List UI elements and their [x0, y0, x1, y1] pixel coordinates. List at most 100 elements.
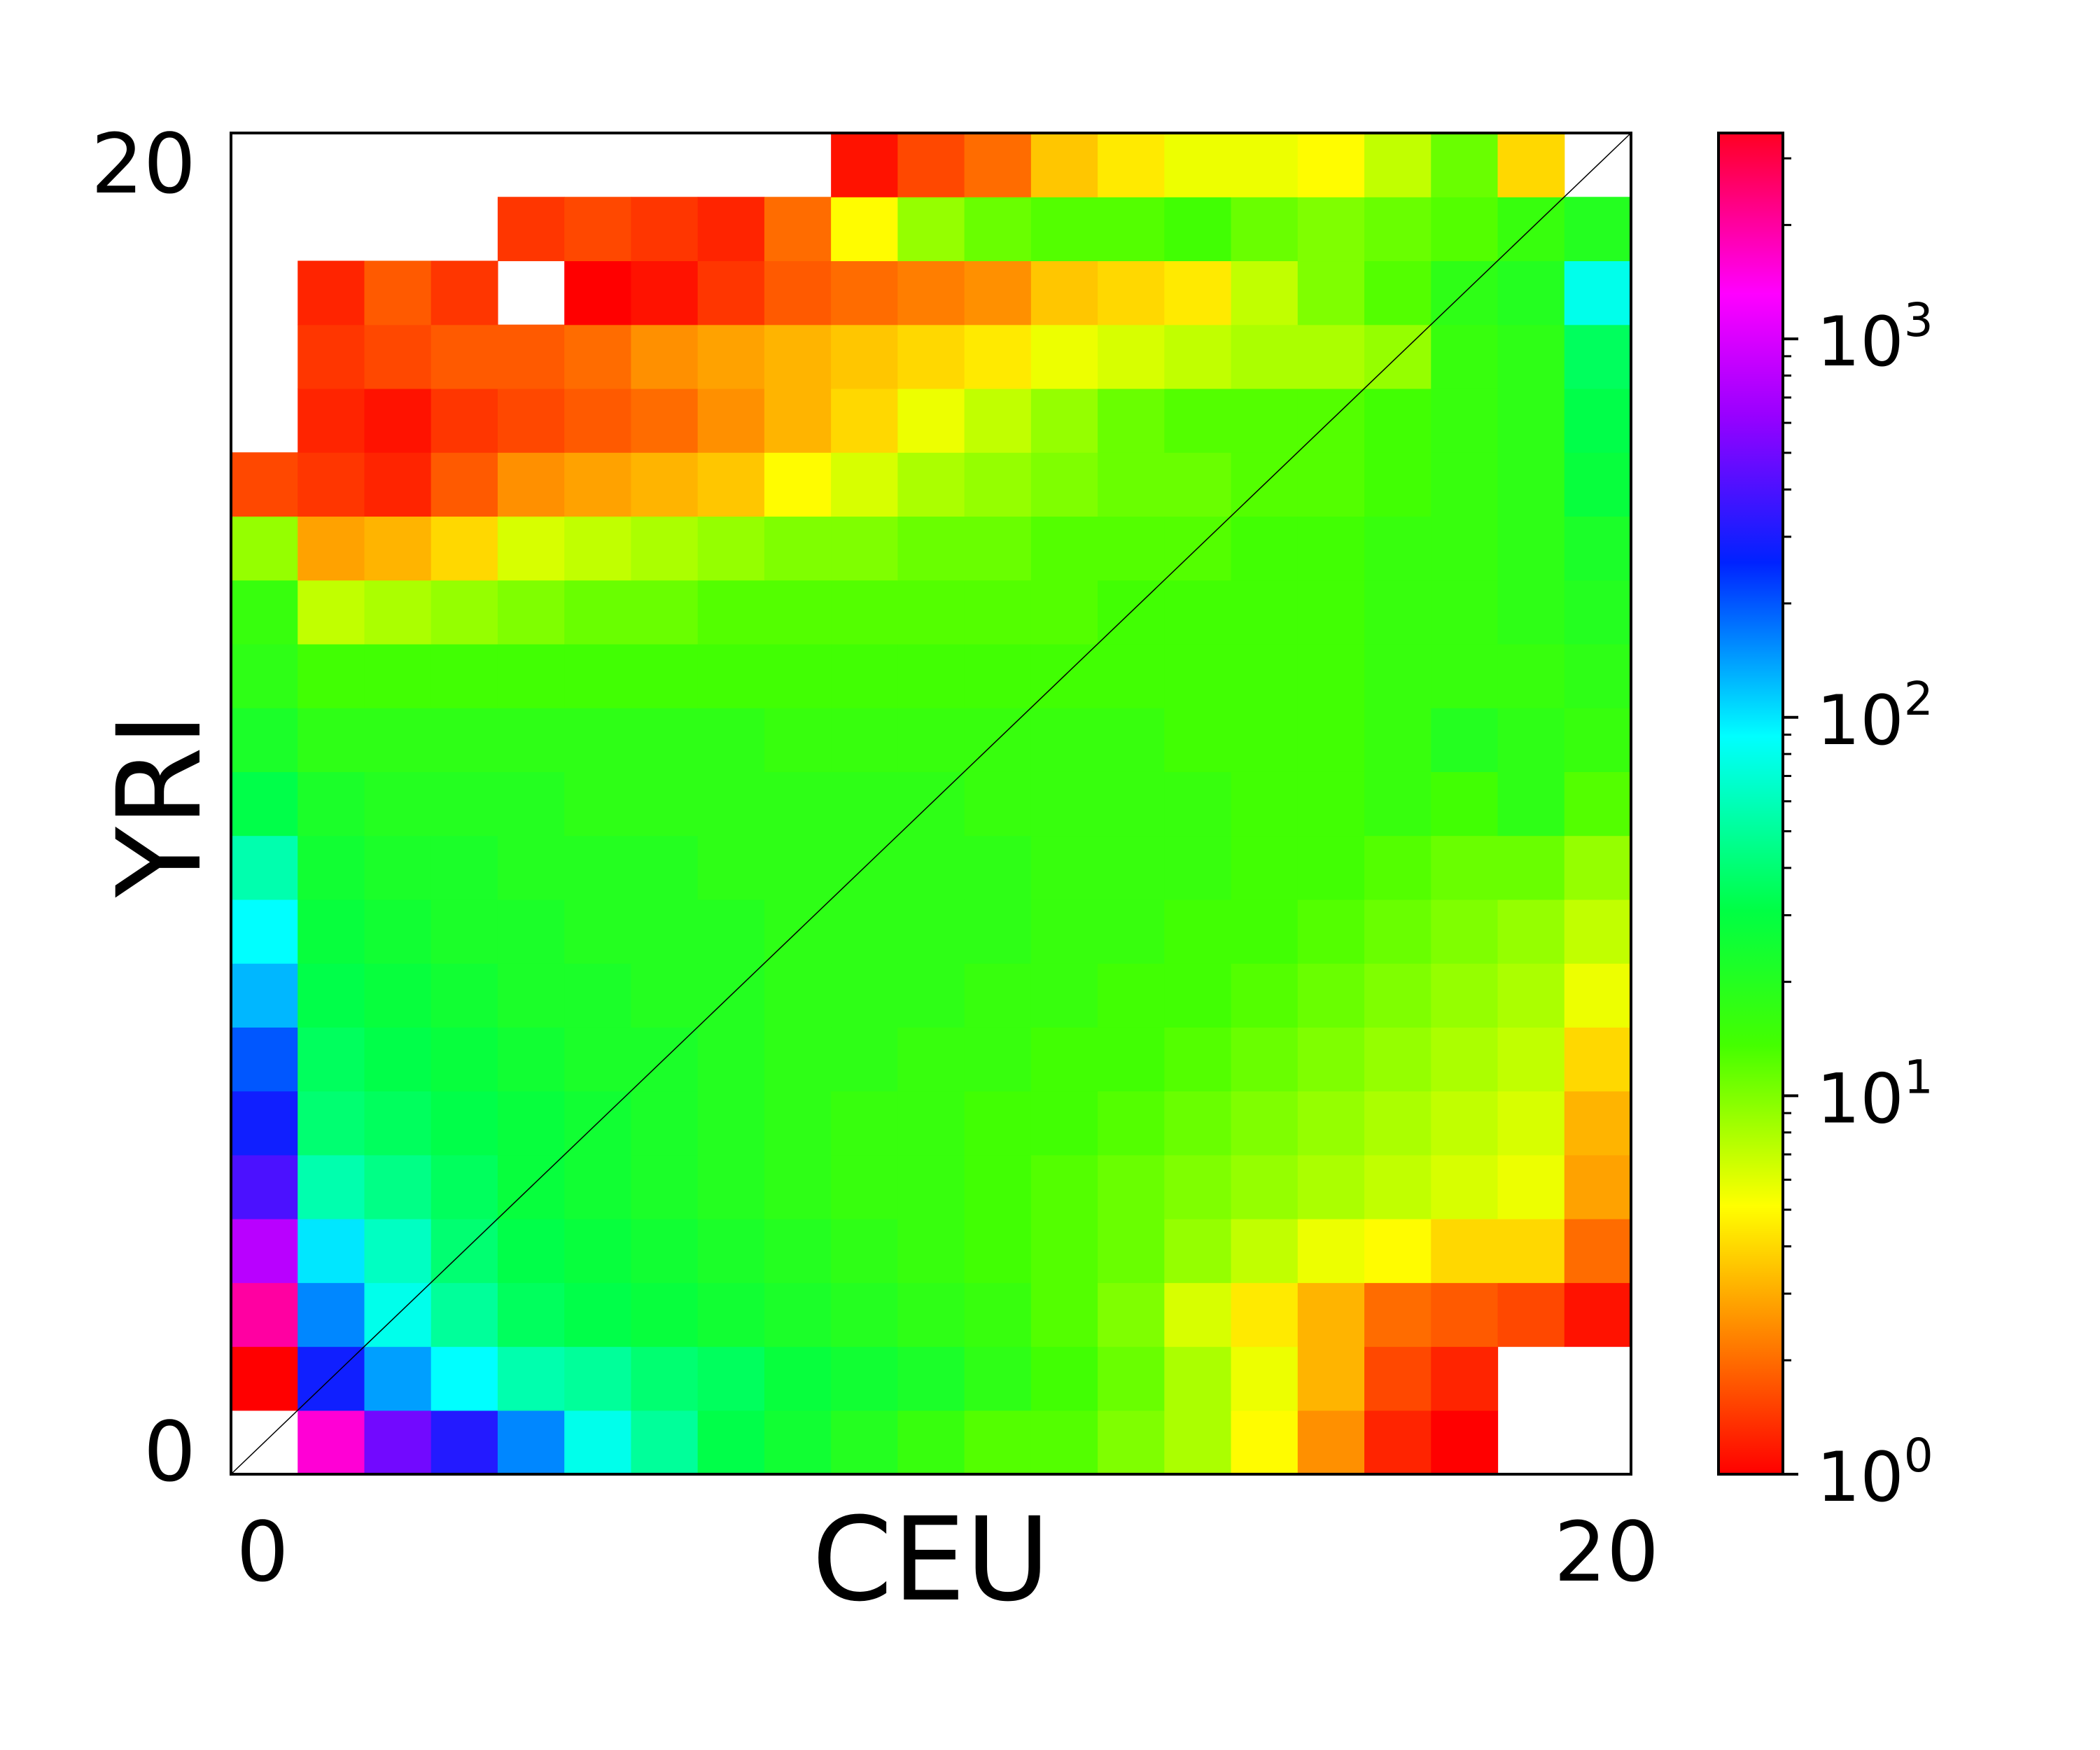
heatmap-cell	[1364, 516, 1432, 581]
heatmap-cell	[964, 1410, 1032, 1475]
heatmap-cell	[1164, 1410, 1232, 1475]
heatmap-cell	[1364, 899, 1432, 964]
heatmap-cell	[831, 197, 898, 262]
heatmap-cell	[1364, 197, 1432, 262]
y-tick-label-bottom: 0	[144, 1404, 196, 1500]
heatmap-cell	[1098, 1091, 1165, 1156]
heatmap-cell	[964, 452, 1032, 517]
heatmap-cell	[1030, 133, 1098, 197]
heatmap-cell	[1497, 260, 1565, 326]
heatmap-cell	[964, 133, 1032, 197]
heatmap-cell	[497, 899, 565, 964]
heatmap-cell	[497, 771, 565, 836]
heatmap-cell	[631, 1219, 699, 1283]
heatmap-cell	[964, 771, 1032, 836]
heatmap-cell	[897, 643, 965, 708]
heatmap-cell	[1364, 1346, 1432, 1411]
heatmap-cell	[631, 1154, 699, 1219]
heatmap-cell	[1497, 452, 1565, 517]
heatmap-cell	[831, 324, 898, 389]
heatmap-cell	[430, 1091, 498, 1156]
heatmap-cell	[697, 388, 765, 453]
heatmap-cell	[1364, 260, 1432, 326]
heatmap-cell	[1564, 1027, 1632, 1092]
colorbar-tick-label: 101	[1816, 1050, 1933, 1139]
heatmap-cell	[1497, 899, 1565, 964]
heatmap-cell	[364, 1410, 432, 1475]
heatmap-cell	[631, 260, 699, 326]
heatmap-cell	[1297, 133, 1365, 197]
heatmap-cell	[897, 324, 965, 389]
heatmap-cell	[1564, 1154, 1632, 1219]
heatmap-cell	[430, 835, 498, 900]
heatmap-cells	[231, 133, 1632, 1475]
heatmap-cell	[564, 580, 632, 645]
heatmap-cell	[1098, 1346, 1165, 1411]
heatmap-cell	[1431, 643, 1499, 708]
heatmap-cell	[1497, 580, 1565, 645]
heatmap-cell	[964, 963, 1032, 1028]
heatmap-cell	[564, 452, 632, 517]
heatmap-cell	[1564, 771, 1632, 836]
heatmap-cell	[430, 516, 498, 581]
heatmap-cell	[631, 1091, 699, 1156]
colorbar-tick-label: 100	[1816, 1429, 1933, 1518]
heatmap-cell	[1164, 580, 1232, 645]
heatmap-cell	[1297, 1154, 1365, 1219]
heatmap-cell	[1564, 1091, 1632, 1156]
heatmap-cell	[1431, 133, 1499, 197]
heatmap-cell	[298, 899, 365, 964]
heatmap-cell	[697, 1346, 765, 1411]
heatmap-cell	[764, 708, 832, 772]
heatmap-cell	[564, 197, 632, 262]
heatmap-cell	[298, 388, 365, 453]
heatmap-cell	[231, 835, 298, 900]
heatmap-cell	[764, 1027, 832, 1092]
heatmap-cell	[1098, 133, 1165, 197]
heatmap-cell	[1297, 1219, 1365, 1283]
heatmap-cell	[764, 1282, 832, 1348]
heatmap-cell	[1364, 1091, 1432, 1156]
heatmap-cell	[298, 1219, 365, 1283]
heatmap-cell	[1297, 963, 1365, 1028]
heatmap-cell	[298, 771, 365, 836]
heatmap-cell	[631, 899, 699, 964]
heatmap-cell	[1497, 516, 1565, 581]
heatmap-cell	[1164, 771, 1232, 836]
heatmap-cell	[964, 388, 1032, 453]
heatmap-cell	[1497, 771, 1565, 836]
heatmap-cell	[831, 708, 898, 772]
heatmap-cell	[1030, 260, 1098, 326]
heatmap-cell	[1431, 1410, 1499, 1475]
heatmap-cell	[364, 643, 432, 708]
heatmap-cell	[1164, 1346, 1232, 1411]
heatmap-cell	[364, 1091, 432, 1156]
heatmap-cell	[764, 197, 832, 262]
heatmap-cell	[964, 197, 1032, 262]
heatmap-cell	[697, 197, 765, 262]
heatmap-cell	[1231, 643, 1298, 708]
heatmap-cell	[1164, 133, 1232, 197]
heatmap-cell	[1098, 708, 1165, 772]
heatmap-cell	[231, 1091, 298, 1156]
heatmap-cell	[1030, 835, 1098, 900]
heatmap-cell	[831, 260, 898, 326]
heatmap-cell	[1030, 899, 1098, 964]
heatmap-cell	[1030, 516, 1098, 581]
heatmap-cell	[231, 708, 298, 772]
heatmap-cell	[564, 899, 632, 964]
heatmap-cell	[1431, 324, 1499, 389]
heatmap-cell	[1098, 324, 1165, 389]
heatmap-cell	[1431, 963, 1499, 1028]
colorbar-tick-label: 103	[1816, 293, 1933, 382]
heatmap-cell	[1297, 1282, 1365, 1348]
heatmap-cell	[1564, 516, 1632, 581]
heatmap-cell	[1164, 1091, 1232, 1156]
heatmap-cell	[1231, 260, 1298, 326]
heatmap-cell	[497, 1282, 565, 1348]
heatmap-cell	[1497, 1282, 1565, 1348]
colorbar-minor-ticks	[1783, 157, 1791, 1362]
heatmap-cell	[1364, 708, 1432, 772]
heatmap-cell	[1164, 708, 1232, 772]
heatmap-cell	[1164, 1154, 1232, 1219]
